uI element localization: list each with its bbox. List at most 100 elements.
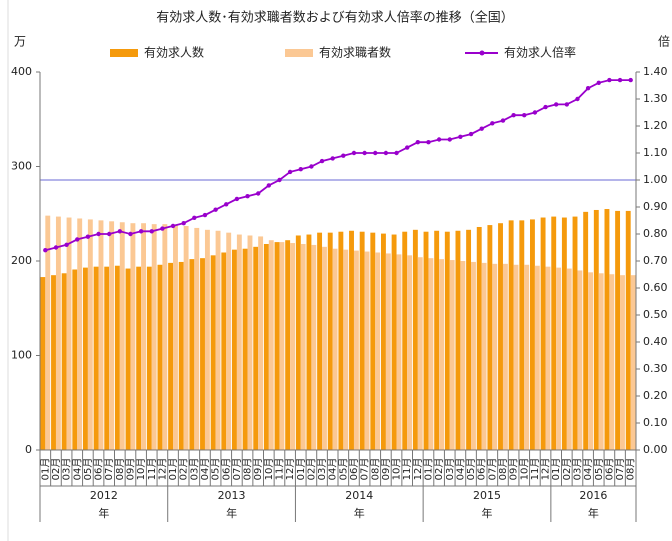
x-tick-label: 10月 <box>391 458 403 481</box>
bar <box>338 231 344 450</box>
x-tick-label: 11月 <box>529 458 541 481</box>
line-marker <box>447 137 452 142</box>
year-label: 2013 <box>218 489 246 502</box>
x-tick-label: 01月 <box>550 458 562 481</box>
bar <box>412 229 418 450</box>
line-marker <box>436 137 442 142</box>
bar <box>540 217 546 450</box>
x-tick-label: 01月 <box>295 458 307 481</box>
bar <box>311 244 317 450</box>
line-marker <box>383 150 389 156</box>
line-marker <box>170 223 176 229</box>
bar <box>481 262 487 450</box>
bar <box>258 236 264 450</box>
y-tick-label: 100 <box>11 349 32 362</box>
bar <box>327 232 333 450</box>
x-tick-label: 11月 <box>401 458 413 481</box>
year-label: 2016 <box>579 489 607 502</box>
year-unit: 年 <box>588 506 599 520</box>
y2-tick-label: 0.90 <box>643 200 668 213</box>
bar <box>417 257 423 450</box>
line-marker <box>404 145 410 150</box>
line-marker <box>192 215 197 220</box>
year-label: 2014 <box>345 489 373 502</box>
x-tick-label: 05月 <box>465 458 477 481</box>
line-marker <box>543 104 548 110</box>
bar <box>231 249 237 450</box>
bar <box>77 218 83 450</box>
y2-tick-label: 0.30 <box>643 362 668 375</box>
x-tick-label: 08月 <box>625 458 637 481</box>
bar <box>428 258 434 450</box>
line-marker <box>415 140 421 145</box>
bar <box>114 265 120 450</box>
bar <box>130 223 136 450</box>
bar <box>151 224 157 450</box>
bar <box>125 268 131 450</box>
line-marker <box>479 126 484 131</box>
line-marker <box>341 153 346 158</box>
chart-title: 有効求人数･有効求職者数および有効求人倍率の推移（全国） <box>156 10 514 26</box>
bar <box>615 210 621 450</box>
legend-label: 有効求人数 <box>144 45 204 60</box>
bar <box>226 232 232 450</box>
line-marker <box>426 140 431 145</box>
line-marker <box>468 131 474 137</box>
bar <box>370 232 376 450</box>
line-marker <box>202 212 208 218</box>
legend-swatch <box>285 49 313 57</box>
y-tick-label: 400 <box>11 65 32 78</box>
x-tick-label: 04月 <box>327 458 339 481</box>
bar <box>498 223 503 450</box>
x-tick-label: 05月 <box>337 458 349 481</box>
bar <box>396 254 402 450</box>
legend-label: 有効求人倍率 <box>504 45 576 60</box>
line-marker <box>96 231 101 237</box>
bar <box>183 226 189 450</box>
bar <box>178 261 184 450</box>
line-marker <box>64 242 69 247</box>
line-marker <box>160 226 165 231</box>
bar <box>439 259 445 450</box>
bar <box>385 253 391 450</box>
line-marker <box>564 102 570 107</box>
line-marker <box>628 77 633 83</box>
bar <box>625 210 631 450</box>
x-tick-label: 07月 <box>486 458 498 481</box>
bar <box>545 266 551 450</box>
x-tick-label: 10月 <box>518 458 530 481</box>
x-tick-label: 03月 <box>61 458 73 481</box>
bar <box>455 230 461 450</box>
bar <box>434 230 440 450</box>
bar <box>87 219 93 450</box>
x-tick-label: 12月 <box>156 458 168 481</box>
x-tick-label: 10月 <box>263 458 275 481</box>
line-marker <box>298 167 303 172</box>
x-tick-label: 01月 <box>167 458 179 481</box>
x-tick-label: 11月 <box>273 458 285 481</box>
x-tick-label: 06月 <box>603 458 615 481</box>
x-tick-label: 08月 <box>369 458 381 481</box>
line-marker <box>511 113 516 118</box>
legend-marker <box>479 50 485 56</box>
bar <box>588 272 594 450</box>
bar <box>173 225 178 450</box>
y-tick-label: 300 <box>11 160 32 173</box>
bar <box>55 216 61 450</box>
bar <box>210 255 216 450</box>
y2-tick-label: 0.40 <box>643 335 668 348</box>
y2-tick-label: 0.60 <box>643 281 668 294</box>
bar <box>566 268 572 450</box>
bar <box>236 234 242 450</box>
y2-tick-label: 0.20 <box>643 389 668 402</box>
x-tick-label: 10月 <box>135 458 147 481</box>
line-marker <box>75 237 80 242</box>
bar <box>407 255 413 450</box>
bar <box>268 240 274 450</box>
bar <box>168 262 174 450</box>
bar <box>423 231 429 450</box>
line-marker <box>117 229 123 234</box>
bar <box>263 243 269 450</box>
bar <box>93 266 99 450</box>
x-tick-label: 12月 <box>540 458 552 481</box>
